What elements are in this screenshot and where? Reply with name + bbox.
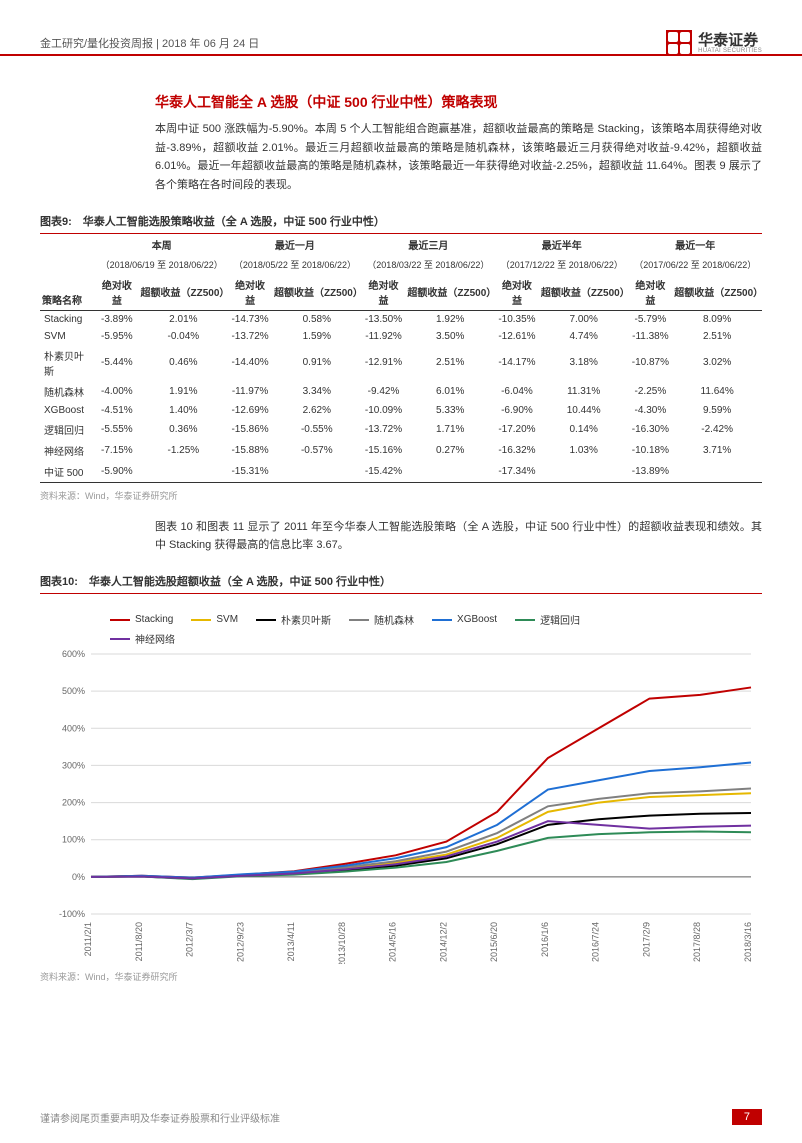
chart-10: Stacking SVM 朴素贝叶斯 随机森林 XGBoost 逻辑回归神经网络 -100… [40, 604, 762, 964]
table-row: SVM-5.95%-0.04%-13.72%1.59%-11.92%3.50%-… [40, 328, 762, 345]
svg-text:2012/3/7: 2012/3/7 [185, 922, 195, 957]
table-row: XGBoost-4.51%1.40%-12.69%2.62%-10.09%5.3… [40, 402, 762, 419]
svg-text:2011/8/20: 2011/8/20 [134, 922, 144, 961]
svg-text:-100%: -100% [59, 909, 85, 919]
svg-text:2014/5/16: 2014/5/16 [388, 922, 398, 962]
section-title: 华泰人工智能全 A 选股（中证 500 行业中性）策略表现 [155, 92, 762, 112]
legend-item: Stacking [110, 612, 173, 627]
table-row: 中证 500-5.90%-15.31%-15.42%-17.34%-13.89% [40, 461, 762, 483]
breadcrumb: 金工研究/量化投资周报 | 2018 年 06 月 24 日 [40, 35, 259, 51]
legend-item: 神经网络 [110, 631, 175, 646]
page-header: 金工研究/量化投资周报 | 2018 年 06 月 24 日 华泰证券 HUAT… [40, 30, 762, 64]
svg-text:400%: 400% [62, 723, 85, 733]
table-9-title: 图表9: 华泰人工智能选股策略收益（全 A 选股，中证 500 行业中性） [40, 213, 762, 234]
page-footer: 谨请参阅尾页重要声明及华泰证券股票和行业评级标准 7 [40, 1109, 762, 1125]
table-row: Stacking-3.89%2.01%-14.73%0.58%-13.50%1.… [40, 310, 762, 328]
svg-text:2012/9/23: 2012/9/23 [235, 922, 245, 962]
table-row: 神经网络-7.15%-1.25%-15.88%-0.57%-15.16%0.27… [40, 440, 762, 461]
chart-svg: -100% 0% 100% 200% 300% 400% 500% 600% 2011/2/1 2… [40, 604, 762, 964]
legend-item: SVM [191, 612, 238, 627]
svg-text:2015/6/20: 2015/6/20 [489, 922, 499, 962]
svg-text:2018/3/16: 2018/3/16 [743, 922, 753, 962]
table-9-source: 资料来源：Wind，华泰证券研究所 [40, 489, 762, 502]
chart-10-source: 资料来源：Wind，华泰证券研究所 [40, 970, 762, 983]
header-divider [0, 54, 802, 56]
chart-10-title: 图表10: 华泰人工智能选股超额收益（全 A 选股，中证 500 行业中性） [40, 573, 762, 594]
logo-icon [666, 30, 692, 56]
svg-text:500%: 500% [62, 686, 85, 696]
table-9: 策略名称本周最近一月最近三月最近半年最近一年（2018/06/19 至 2018… [40, 234, 762, 483]
svg-text:300%: 300% [62, 761, 85, 771]
page-number: 7 [732, 1109, 762, 1125]
svg-text:2011/2/1: 2011/2/1 [83, 922, 93, 956]
mid-paragraph: 图表 10 和图表 11 显示了 2011 年至今华泰人工智能选股策略（全 A … [155, 518, 762, 555]
disclaimer: 谨请参阅尾页重要声明及华泰证券股票和行业评级标准 [40, 1110, 280, 1125]
svg-text:2016/7/24: 2016/7/24 [591, 922, 601, 962]
svg-text:2013/10/28: 2013/10/28 [337, 922, 347, 964]
svg-text:200%: 200% [62, 798, 85, 808]
brand-logo: 华泰证券 HUATAI SECURITIES [666, 30, 762, 56]
legend-item: 逻辑回归 [515, 612, 580, 627]
svg-text:100%: 100% [62, 835, 85, 845]
table-row: 逻辑回归-5.55%0.36%-15.86%-0.55%-13.72%1.71%… [40, 419, 762, 440]
svg-text:0%: 0% [72, 872, 85, 882]
legend-item: XGBoost [432, 612, 497, 627]
legend-item: 朴素贝叶斯 [256, 612, 331, 627]
svg-text:2014/12/2: 2014/12/2 [438, 922, 448, 962]
legend-item: 随机森林 [349, 612, 414, 627]
logo-text-en: HUATAI SECURITIES [698, 48, 762, 54]
svg-text:2013/4/11: 2013/4/11 [286, 922, 296, 961]
table-row: 朴素贝叶斯-5.44%0.46%-14.40%0.91%-12.91%2.51%… [40, 345, 762, 381]
table-row: 随机森林-4.00%1.91%-11.97%3.34%-9.42%6.01%-6… [40, 381, 762, 402]
section-paragraph: 本周中证 500 涨跌幅为-5.90%。本周 5 个人工智能组合跑赢基准，超额收… [155, 120, 762, 195]
svg-text:2016/1/6: 2016/1/6 [540, 922, 550, 957]
chart-legend: Stacking SVM 朴素贝叶斯 随机森林 XGBoost 逻辑回归神经网络 [110, 612, 660, 646]
svg-text:600%: 600% [62, 649, 85, 659]
logo-text-cn: 华泰证券 [698, 33, 762, 48]
svg-text:2017/8/28: 2017/8/28 [692, 922, 702, 962]
svg-text:2017/2/9: 2017/2/9 [641, 922, 651, 957]
